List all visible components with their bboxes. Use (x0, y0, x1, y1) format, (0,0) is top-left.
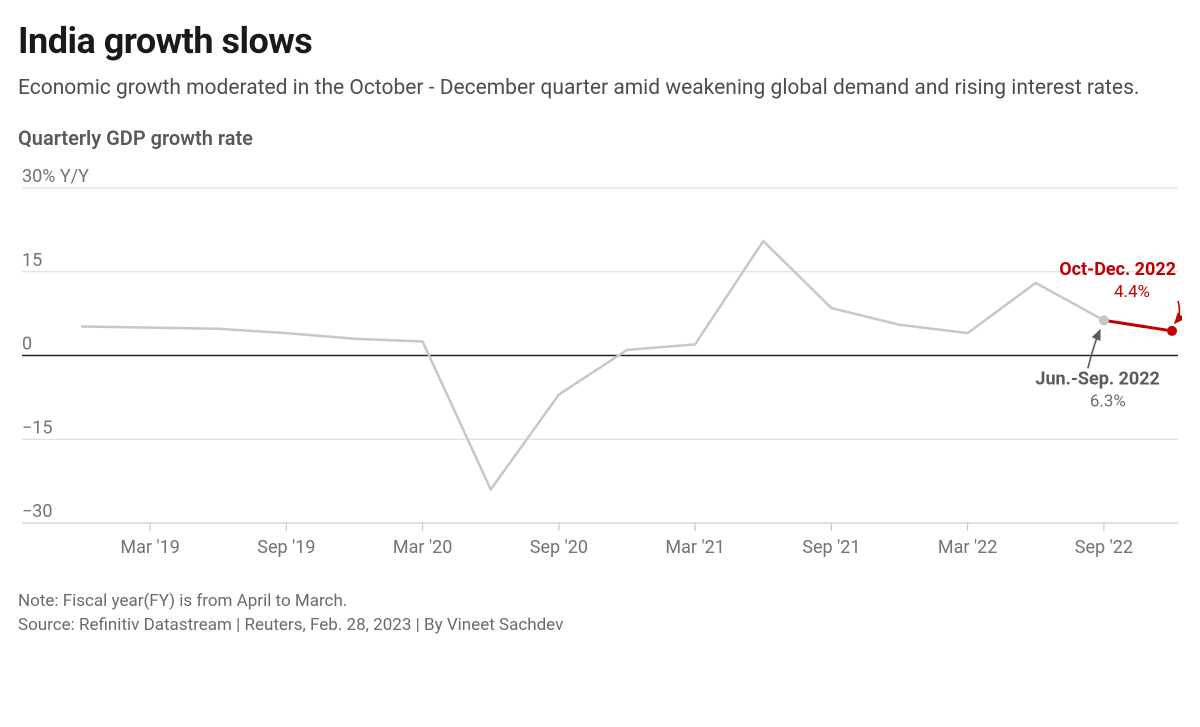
annotation-prev-value: 6.3% (1090, 392, 1126, 412)
x-tick-label: Sep '19 (257, 537, 315, 558)
annotation-latest-arrow (1175, 301, 1179, 323)
footnote-source: Source: Refinitiv Datastream | Reuters, … (18, 614, 1182, 638)
marker-latest (1167, 326, 1177, 336)
marker-prev (1099, 316, 1109, 326)
x-tick-label: Sep '22 (1075, 537, 1133, 558)
chart-footnote: Note: Fiscal year(FY) is from April to M… (18, 590, 1182, 638)
y-tick-label: 30% Y/Y (22, 166, 89, 187)
series-line (82, 241, 1172, 489)
x-tick-label: Sep '20 (530, 537, 588, 558)
x-tick-label: Mar '21 (665, 537, 724, 558)
y-tick-label: 0 (22, 334, 32, 355)
gdp-line-chart: −30 −15 0 15 30% Y/Y Mar '19 Sep '19 Mar '20 Sep… (18, 158, 1182, 578)
highlight-segment (1104, 321, 1172, 332)
x-tick-label: Sep '21 (802, 537, 860, 558)
page-subtitle: Economic growth moderated in the October… (18, 74, 1178, 102)
x-tick-label: Mar '22 (938, 537, 997, 558)
x-tick-label: Mar '19 (120, 537, 179, 558)
annotation-prev-arrow (1088, 331, 1100, 369)
x-tick-label: Mar '20 (393, 537, 452, 558)
y-tick-label: −30 (22, 501, 53, 522)
page-title: India growth slows (18, 20, 1182, 62)
y-tick-label: −15 (22, 418, 53, 439)
annotation-latest-title: Oct-Dec. 2022 (1059, 259, 1176, 280)
y-tick-label: 15 (22, 250, 42, 271)
annotation-latest-value: 4.4% (1114, 282, 1150, 302)
chart-label: Quarterly GDP growth rate (18, 126, 1182, 150)
annotation-prev-title: Jun.-Sep. 2022 (1035, 369, 1159, 390)
footnote-note: Note: Fiscal year(FY) is from April to M… (18, 590, 1182, 614)
